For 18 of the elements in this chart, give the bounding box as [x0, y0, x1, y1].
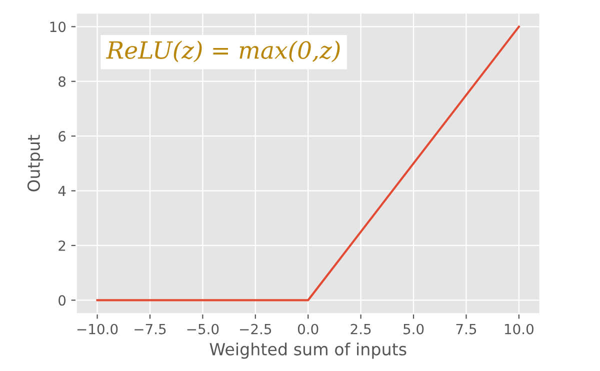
y-tick-label: 10: [50, 22, 66, 32]
x-tick-label: −5.0: [187, 324, 219, 334]
y-tick-label: 6: [58, 131, 66, 142]
y-tick-label: 4: [58, 186, 66, 196]
x-tick-label: −7.5: [134, 324, 166, 334]
x-tick-label: 10.0: [504, 324, 534, 334]
x-tick-label: 7.5: [456, 324, 476, 334]
x-axis-title: Weighted sum of inputs: [210, 342, 406, 359]
x-tick-label: −10.0: [77, 324, 118, 334]
y-tick-label: 0: [58, 295, 66, 306]
x-tick-label: −2.5: [240, 324, 272, 334]
x-tick-label: 5.0: [404, 324, 424, 334]
y-axis-title: Output: [27, 134, 44, 192]
y-tick-label: 2: [58, 240, 66, 251]
y-tick-label: 8: [58, 76, 66, 87]
annotation: ReLU(z) = max(0,z): [106, 40, 340, 62]
x-tick-label: 2.5: [350, 324, 371, 334]
x-tick-label: 0.0: [298, 324, 318, 334]
